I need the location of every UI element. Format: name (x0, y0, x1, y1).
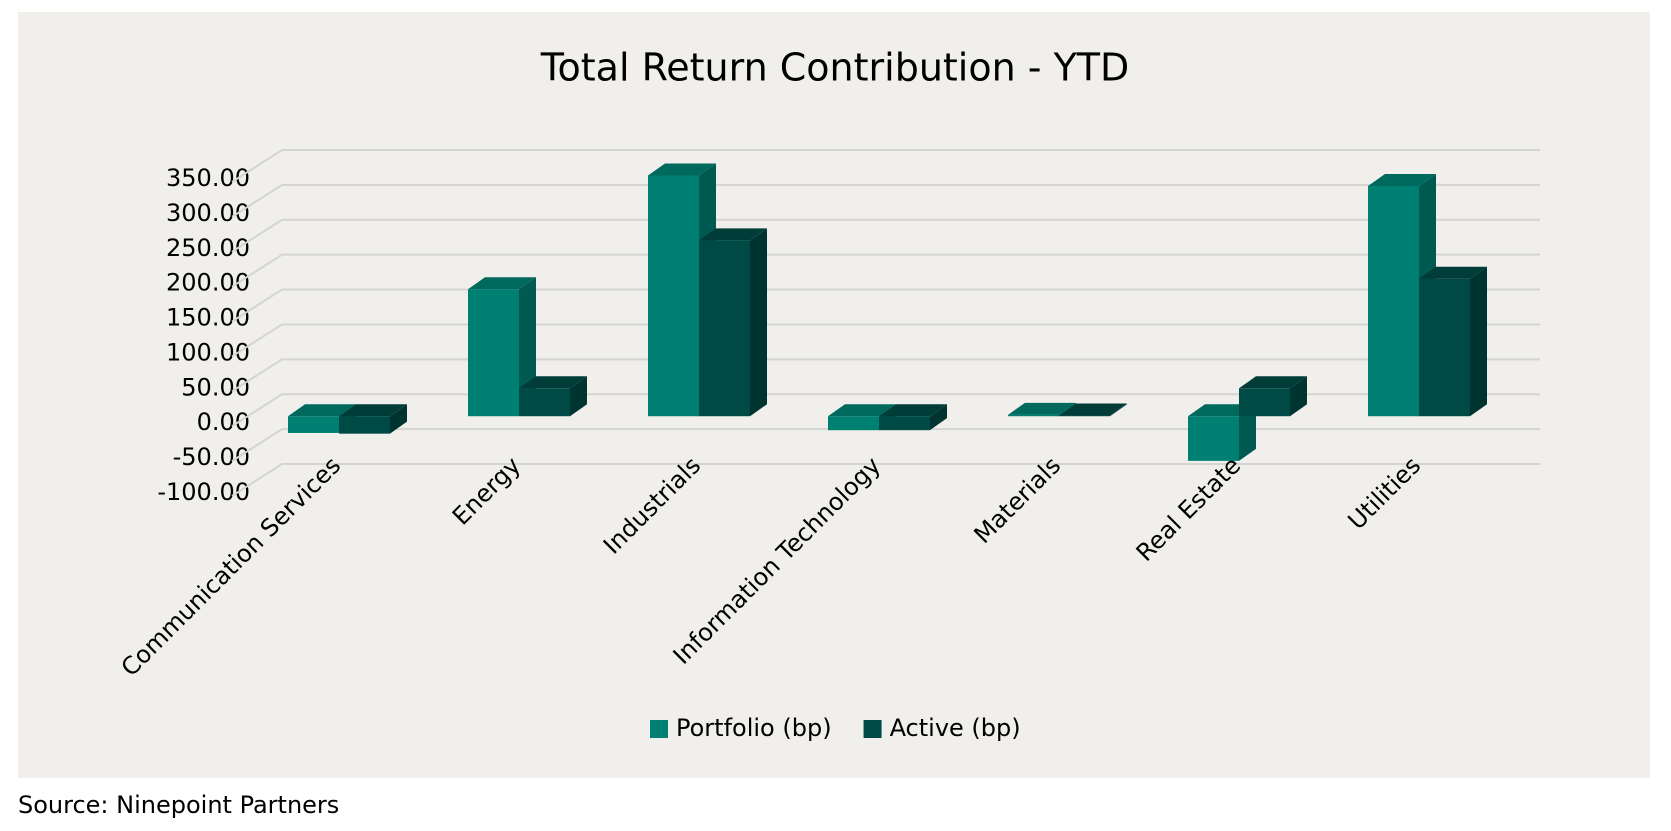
bar (699, 240, 750, 417)
chart-title: Total Return Contribution - YTD (540, 46, 1130, 90)
grid-line (231, 218, 1540, 253)
y-tick-label: -100.00 (157, 478, 250, 506)
bar (519, 388, 570, 417)
bar-top (339, 404, 407, 417)
bar-side (750, 228, 767, 417)
y-tick-label: 250.00 (166, 234, 250, 262)
bar-top (1008, 402, 1076, 415)
bar-side (390, 404, 407, 434)
source-note: Source: Ninepoint Partners (18, 791, 339, 819)
grid-line (231, 463, 1540, 497)
grid-line (231, 288, 1540, 323)
bar-top (468, 277, 536, 290)
bar-top (1419, 266, 1487, 279)
grid-line (231, 149, 1540, 183)
legend-label: Portfolio (bp) (676, 714, 832, 742)
bar (288, 416, 339, 433)
y-tick-label: 200.00 (166, 269, 250, 297)
grid-line (231, 428, 1540, 462)
bar-top (288, 404, 356, 417)
bar-top (1059, 403, 1127, 416)
bar (339, 416, 390, 434)
bar (1059, 415, 1110, 417)
bar (828, 416, 879, 431)
bar-side (570, 376, 587, 417)
bar-side (1290, 376, 1307, 417)
legend-label: Active (bp) (890, 714, 1021, 742)
bar-top (879, 404, 947, 417)
bar (648, 175, 699, 417)
grid-line (231, 253, 1540, 288)
grid-line (231, 183, 1540, 218)
grid-line (231, 323, 1540, 358)
bar-side (1239, 404, 1256, 461)
bar-side (1470, 266, 1487, 417)
bar-side (1110, 403, 1127, 417)
bar (1368, 185, 1419, 417)
y-tick-label: 150.00 (166, 304, 250, 332)
legend-swatch (650, 720, 668, 738)
legend-swatch (863, 720, 882, 738)
bar (1419, 278, 1470, 417)
bar (879, 416, 930, 431)
bar-top (648, 163, 716, 176)
bar-side (930, 404, 947, 431)
bar (1239, 388, 1290, 417)
grid-line (231, 358, 1540, 393)
bar (468, 289, 519, 417)
y-tick-label: 0.00 (197, 408, 250, 436)
bar-top (699, 228, 767, 241)
y-tick-label: 350.00 (166, 164, 250, 192)
bar-top (519, 376, 587, 389)
y-tick-label: 300.00 (166, 199, 250, 227)
bar (1008, 414, 1059, 417)
y-tick-label: 100.00 (166, 338, 250, 366)
bar (1188, 416, 1239, 461)
bar-top (1239, 376, 1307, 389)
grid-line (231, 393, 1540, 428)
bar-top (828, 404, 896, 417)
bar-top (1368, 173, 1436, 186)
